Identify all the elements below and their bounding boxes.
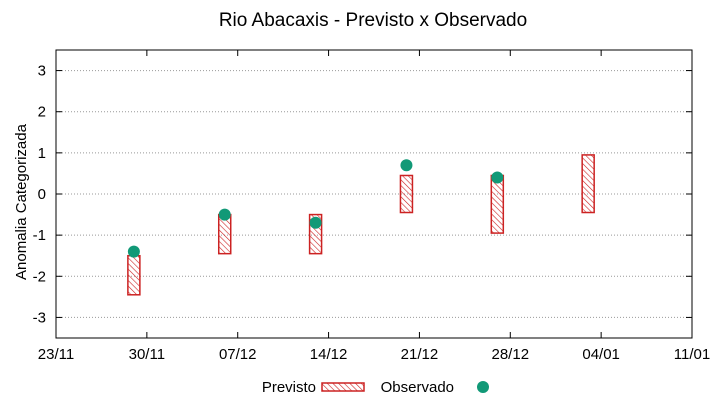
legend: Previsto Observado [262, 379, 489, 396]
x-tick-label: 14/12 [310, 346, 348, 363]
forecast-bar [127, 254, 141, 296]
y-tick-label: 2 [38, 104, 46, 121]
y-axis-label: Anomalia Categorizada [13, 123, 30, 280]
y-tick-label: -1 [33, 227, 46, 244]
axis-ticks: -3 -2 -1 0 1 2 3 23/11 30/11 07/12 14/12 21/12 28/12… [33, 50, 710, 363]
y-tick-label: -3 [33, 309, 46, 326]
y-tick-label: 0 [38, 186, 46, 203]
observed-point [491, 171, 504, 184]
y-tick-label: 1 [38, 145, 46, 162]
legend-label-observado: Observado [381, 379, 454, 396]
legend-swatch-observado [477, 381, 489, 393]
x-tick-label: 21/12 [401, 346, 439, 363]
forecast-bar [399, 174, 414, 214]
observed-point [127, 245, 140, 258]
x-tick-label: 07/12 [219, 346, 257, 363]
observed-point [218, 208, 231, 221]
x-tick-label: 23/11 [38, 346, 74, 363]
legend-swatch-previsto [321, 382, 365, 392]
x-tick-label: 30/11 [129, 346, 165, 363]
grid [56, 70, 692, 318]
observed-point [400, 159, 413, 172]
observed-point [309, 216, 322, 229]
legend-label-previsto: Previsto [262, 379, 316, 396]
x-tick-label: 04/01 [582, 346, 620, 363]
plot-area [127, 154, 595, 296]
y-tick-label: -2 [33, 268, 46, 285]
x-tick-label: 11/01 [674, 346, 710, 363]
chart-title: Rio Abacaxis - Previsto x Observado [219, 10, 527, 31]
x-tick-label: 28/12 [492, 346, 530, 363]
y-tick-label: 3 [38, 63, 46, 80]
forecast-bar [581, 154, 595, 214]
forecast-bar [490, 174, 505, 234]
